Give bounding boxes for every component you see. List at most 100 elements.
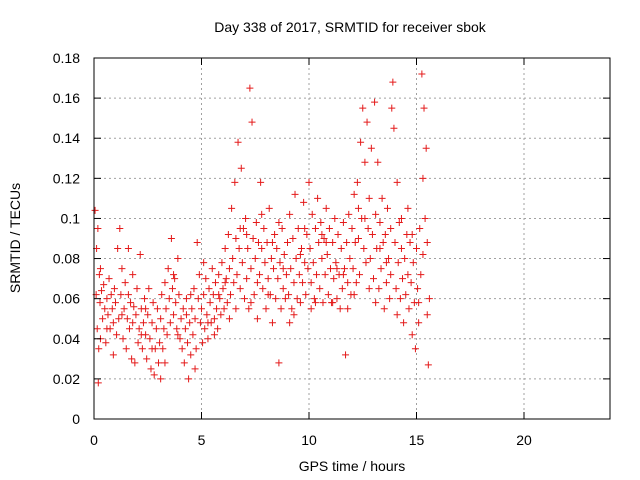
y-tick-label: 0	[72, 411, 80, 427]
data-point	[103, 325, 111, 333]
data-point	[224, 230, 232, 238]
data-point	[274, 275, 282, 283]
data-point	[107, 291, 115, 299]
data-point	[408, 331, 416, 339]
data-point	[345, 210, 353, 218]
data-point	[101, 305, 109, 313]
data-point	[391, 239, 399, 247]
data-point	[237, 164, 245, 172]
data-point	[229, 255, 237, 263]
data-point	[267, 255, 275, 263]
data-point	[318, 230, 326, 238]
data-point	[319, 299, 327, 307]
data-point	[257, 178, 265, 186]
data-point	[404, 271, 412, 279]
data-point	[339, 218, 347, 226]
data-point	[157, 375, 165, 383]
plot-frame	[93, 57, 611, 420]
data-point	[300, 198, 308, 206]
y-tick-label: 0.14	[53, 130, 80, 146]
x-tick-label: 5	[198, 432, 206, 448]
data-point	[423, 311, 431, 319]
data-point	[420, 104, 428, 112]
data-point	[94, 224, 102, 232]
data-point	[329, 239, 337, 247]
y-tick-label: 0.08	[53, 251, 80, 267]
data-point	[387, 271, 395, 279]
data-point	[108, 305, 116, 313]
data-point	[222, 275, 230, 283]
data-point	[243, 230, 251, 238]
data-point	[278, 224, 286, 232]
data-point	[188, 305, 196, 313]
data-point	[418, 70, 426, 78]
data-point	[191, 365, 199, 373]
data-point	[234, 138, 242, 146]
data-point	[394, 259, 402, 267]
data-point	[284, 239, 291, 247]
data-point	[166, 319, 174, 327]
data-point	[156, 339, 164, 347]
data-point	[367, 144, 375, 152]
data-point	[198, 305, 205, 313]
data-point	[379, 239, 387, 247]
x-tick-label: 10	[301, 432, 317, 448]
data-point	[96, 299, 104, 307]
data-point	[164, 265, 172, 273]
data-point	[182, 295, 190, 303]
data-point	[174, 255, 182, 263]
data-point	[249, 235, 257, 242]
data-point	[272, 295, 280, 303]
data-point	[397, 214, 405, 222]
data-point	[320, 235, 328, 242]
data-point	[408, 230, 416, 238]
data-point	[349, 265, 357, 273]
data-point	[342, 351, 350, 359]
data-point	[353, 178, 361, 186]
data-point	[243, 275, 251, 283]
data-point	[148, 319, 156, 327]
data-point	[175, 291, 183, 299]
data-point	[170, 271, 178, 279]
data-point	[276, 259, 284, 267]
data-point	[317, 218, 325, 226]
data-point	[281, 295, 289, 303]
data-point	[133, 285, 141, 293]
data-point	[189, 331, 197, 339]
data-point	[186, 319, 194, 327]
data-point	[310, 295, 318, 303]
data-point	[213, 305, 221, 313]
data-point	[206, 299, 214, 307]
data-point	[343, 239, 351, 247]
data-point	[215, 271, 223, 279]
data-point	[331, 214, 339, 222]
data-point	[128, 355, 136, 363]
data-point	[113, 331, 121, 339]
data-point	[414, 285, 422, 293]
data-point	[104, 311, 112, 319]
data-point	[173, 325, 181, 333]
data-point	[359, 104, 367, 112]
data-point	[250, 291, 258, 299]
data-point	[138, 345, 146, 353]
data-point	[218, 259, 226, 267]
data-point	[231, 178, 239, 186]
data-point	[305, 178, 313, 186]
data-point	[334, 230, 342, 238]
data-point	[118, 265, 126, 273]
data-point	[382, 279, 390, 287]
data-point	[242, 214, 250, 222]
data-point	[287, 265, 295, 273]
data-point	[230, 279, 238, 287]
data-point	[271, 230, 279, 238]
data-point	[299, 279, 307, 287]
data-point	[393, 311, 401, 319]
data-point	[338, 285, 346, 293]
data-point	[124, 245, 132, 253]
data-point	[142, 305, 150, 313]
data-point	[99, 315, 107, 323]
data-point	[315, 239, 323, 247]
data-point	[296, 299, 304, 307]
data-point	[95, 345, 103, 353]
